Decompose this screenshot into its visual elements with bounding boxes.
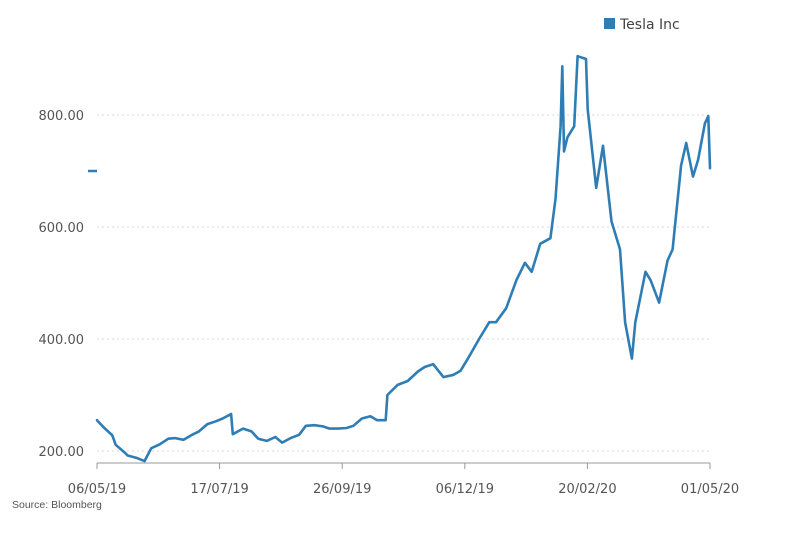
y-tick-label: 800.00	[39, 109, 85, 124]
x-tick-label: 17/07/19	[190, 482, 248, 497]
y-tick-label: 200.00	[39, 445, 85, 460]
x-tick-label: 20/02/20	[558, 482, 616, 497]
x-axis: 06/05/19 17/07/19 26/09/19 06/12/19 20/02/20…	[68, 462, 739, 497]
series-line	[95, 54, 712, 463]
x-tick-label: 01/05/20	[681, 482, 739, 497]
x-tick-label: 06/05/19	[68, 482, 126, 497]
x-tick-label: 26/09/19	[313, 482, 371, 497]
legend-label: Tesla Inc	[619, 17, 680, 33]
x-tick-label: 06/12/19	[436, 482, 494, 497]
legend-swatch	[604, 18, 615, 29]
source-note: Source: Bloomberg	[12, 499, 102, 511]
series-group	[95, 54, 712, 463]
y-axis: 200.00 400.00 600.00 800.00	[39, 109, 85, 460]
legend: Tesla Inc	[604, 17, 680, 33]
y-tick-label: 600.00	[39, 221, 85, 236]
y-tick-label: 400.00	[39, 333, 85, 348]
gridlines	[97, 114, 710, 452]
